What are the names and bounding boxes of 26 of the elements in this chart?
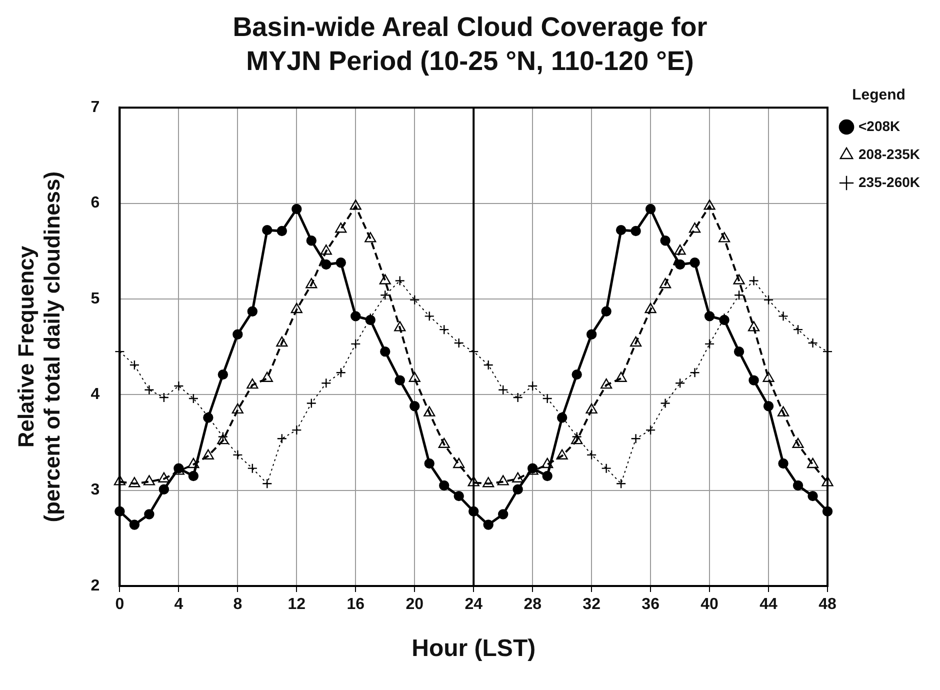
x-tick-label: 16 — [346, 596, 365, 614]
y-axis-title: Relative Frequency (percent of total daily cloudiness) — [13, 171, 65, 522]
x-axis-title: Hour (LST) — [412, 635, 536, 662]
legend-title: Legend — [852, 86, 906, 104]
legend-label: 208-235K — [858, 146, 920, 162]
x-tick-label: 28 — [524, 596, 542, 614]
chart-title: Basin-wide Areal Cloud Coverage for MYJN Period (10-25 °N, 110-120 °E) — [232, 11, 708, 78]
x-tick-label: 36 — [642, 596, 660, 614]
y-tick-label: 2 — [90, 577, 100, 594]
x-tick-label: 4 — [174, 596, 184, 614]
x-tick-label: 12 — [288, 596, 306, 614]
x-tick-label: 48 — [818, 596, 837, 614]
y-tick-label: 4 — [90, 386, 100, 404]
x-tick-label: 32 — [582, 596, 601, 614]
legend-label: <208K — [858, 118, 900, 134]
y-tick-label: 6 — [90, 194, 100, 212]
x-tick-label: 40 — [700, 596, 719, 614]
x-tick-label: 24 — [464, 596, 483, 614]
x-tick-label: 44 — [760, 596, 778, 614]
x-tick-label: 20 — [406, 596, 424, 614]
x-tick-label: 0 — [115, 596, 124, 614]
y-tick-label: 7 — [90, 99, 100, 116]
x-tick-label: 8 — [233, 596, 242, 614]
y-tick-label: 3 — [90, 482, 100, 499]
legend-label: 235-260K — [858, 174, 920, 190]
y-tick-label: 5 — [90, 290, 100, 308]
